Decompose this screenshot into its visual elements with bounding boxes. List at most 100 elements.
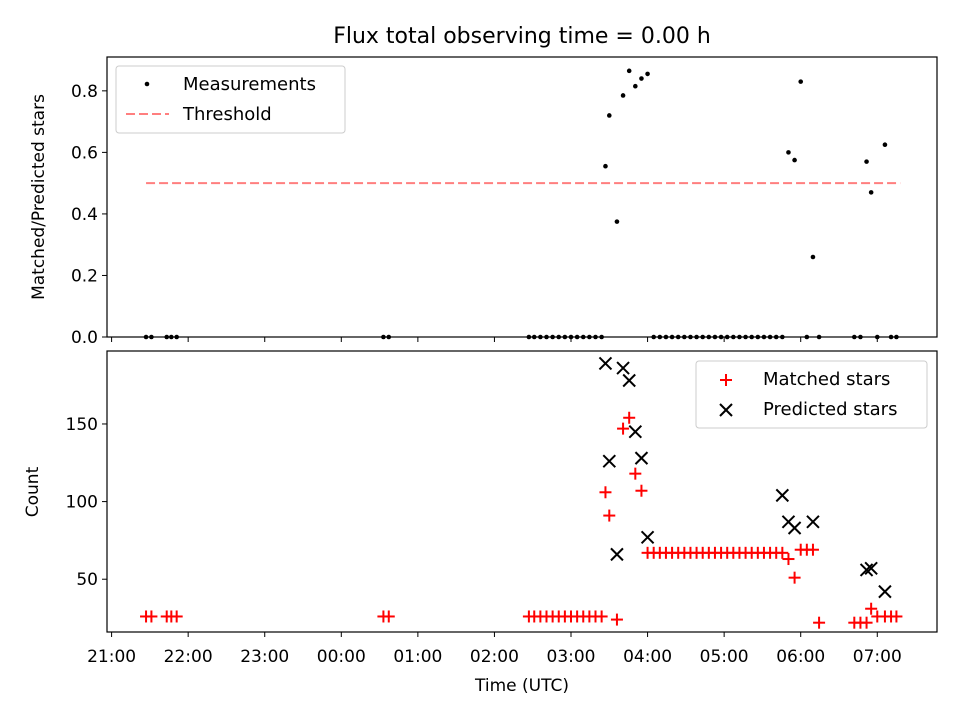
- measurement-point: [603, 163, 608, 169]
- matched-star-point: [782, 553, 795, 566]
- matched-star-point: [382, 610, 395, 623]
- matched-star-point: [813, 616, 826, 629]
- measurement-point: [149, 334, 154, 340]
- measurement-point: [620, 93, 626, 98]
- bottom-x-tick-label: 07:00: [853, 647, 902, 667]
- matched-star-point: [865, 602, 878, 615]
- predicted-star-point: [634, 451, 649, 465]
- measurement-point: [645, 71, 650, 77]
- bottom-x-tick-label: 02:00: [470, 647, 519, 667]
- matched-star-point: [617, 422, 630, 435]
- measurement-point: [675, 334, 681, 340]
- bottom-y-ticks: 50 100 150: [66, 415, 107, 590]
- predicted-star-point: [864, 561, 878, 576]
- matched-star-point: [788, 571, 801, 584]
- predicted-star-point: [622, 373, 636, 388]
- predicted-star-point: [616, 361, 630, 375]
- bottom-legend-box: [695, 360, 928, 429]
- bottom-x-tick-label: 00:00: [317, 647, 366, 667]
- matched-star-point: [776, 546, 789, 559]
- measurement-point: [587, 334, 592, 340]
- measurement-point: [852, 334, 857, 340]
- top-legend: Measurements Threshold: [115, 65, 346, 134]
- measurement-point: [538, 334, 543, 340]
- bottom-x-tick-label: 22:00: [164, 647, 213, 667]
- measurement-point: [810, 254, 816, 260]
- measurement-point: [868, 190, 874, 195]
- chart-title: Flux total observing time = 0.00 h: [333, 24, 711, 49]
- bottom-y-axis-label: Count: [23, 466, 43, 517]
- measurement-point: [874, 334, 880, 340]
- measurement-point: [562, 334, 568, 340]
- measurement-point: [706, 334, 712, 340]
- measurement-point: [761, 334, 767, 340]
- bottom-y-tick-label: 50: [76, 570, 98, 590]
- matched-star-point: [623, 411, 636, 424]
- measurement-point: [700, 334, 706, 340]
- bottom-y-tick-label: 150: [66, 415, 98, 435]
- measurement-point: [651, 334, 656, 340]
- measurement-point: [682, 334, 687, 340]
- legend-matched-label: Matched stars: [763, 369, 890, 390]
- matched-star-point: [860, 616, 873, 629]
- matched-star-point: [610, 613, 623, 626]
- measurement-point: [712, 334, 718, 340]
- bottom-x-ticks: 21:00 22:00 23:00 00:00 01:00 02:00 03:00 04:00…: [87, 632, 902, 667]
- bottom-x-tick-label: 21:00: [87, 647, 136, 667]
- measurement-point: [882, 142, 888, 147]
- bottom-legend: Matched stars Predicted stars: [695, 360, 928, 429]
- bottom-x-tick-label: 04:00: [623, 647, 672, 667]
- measurement-point: [174, 334, 179, 340]
- predicted-star-point: [859, 563, 874, 577]
- top-marks: [143, 68, 901, 340]
- measurement-point: [724, 334, 730, 340]
- measurement-point: [580, 334, 586, 340]
- measurement-point: [864, 159, 869, 164]
- measurement-point: [143, 334, 149, 340]
- measurement-point: [773, 334, 779, 340]
- measurement-point: [633, 83, 638, 89]
- measurement-point: [792, 157, 797, 163]
- predicted-star-point: [628, 425, 643, 439]
- matched-star-point: [599, 486, 612, 499]
- measurement-point: [626, 68, 632, 74]
- measurement-point: [556, 334, 562, 340]
- measurement-point: [786, 150, 791, 155]
- top-y-tick-label: 0.2: [71, 266, 98, 286]
- legend-matched-marker: [720, 374, 732, 386]
- legend-predicted-label: Predicted stars: [763, 399, 897, 420]
- x-axis-label: Time (UTC): [474, 676, 569, 696]
- predicted-star-point: [806, 515, 820, 529]
- matched-star-point: [629, 467, 642, 480]
- measurement-point: [780, 334, 785, 340]
- measurement-point: [816, 334, 822, 340]
- matched-star-point: [595, 610, 608, 623]
- top-y-tick-label: 0.0: [71, 328, 98, 348]
- measurement-point: [694, 334, 699, 340]
- top-y-tick-label: 0.8: [71, 82, 98, 102]
- bottom-x-tick-label: 01:00: [393, 647, 442, 667]
- top-y-axis-label: Matched/Predicted stars: [29, 94, 49, 300]
- legend-predicted-marker: [719, 403, 733, 417]
- predicted-star-point: [878, 584, 892, 599]
- measurement-point: [663, 334, 669, 340]
- measurement-point: [574, 334, 580, 340]
- measurement-point: [614, 219, 620, 224]
- measurement-point: [737, 334, 742, 340]
- predicted-star-point: [787, 521, 802, 535]
- predicted-star-point: [775, 488, 790, 503]
- bottom-axes-frame: [106, 350, 938, 633]
- legend-measurements-label: Measurements: [183, 74, 316, 95]
- measurement-point: [606, 113, 612, 118]
- measurement-point: [169, 334, 174, 340]
- measurement-point: [544, 334, 549, 340]
- measurement-point: [531, 334, 537, 340]
- bottom-marks: [140, 356, 903, 629]
- measurement-point: [550, 334, 555, 340]
- bottom-panel: Count Time (UTC) 50 100 150 21:00 22:00 23:0…: [23, 350, 938, 696]
- bottom-x-tick-label: 03:00: [547, 647, 596, 667]
- measurement-point: [386, 334, 392, 340]
- measurement-point: [657, 334, 663, 340]
- measurement-point: [743, 334, 748, 340]
